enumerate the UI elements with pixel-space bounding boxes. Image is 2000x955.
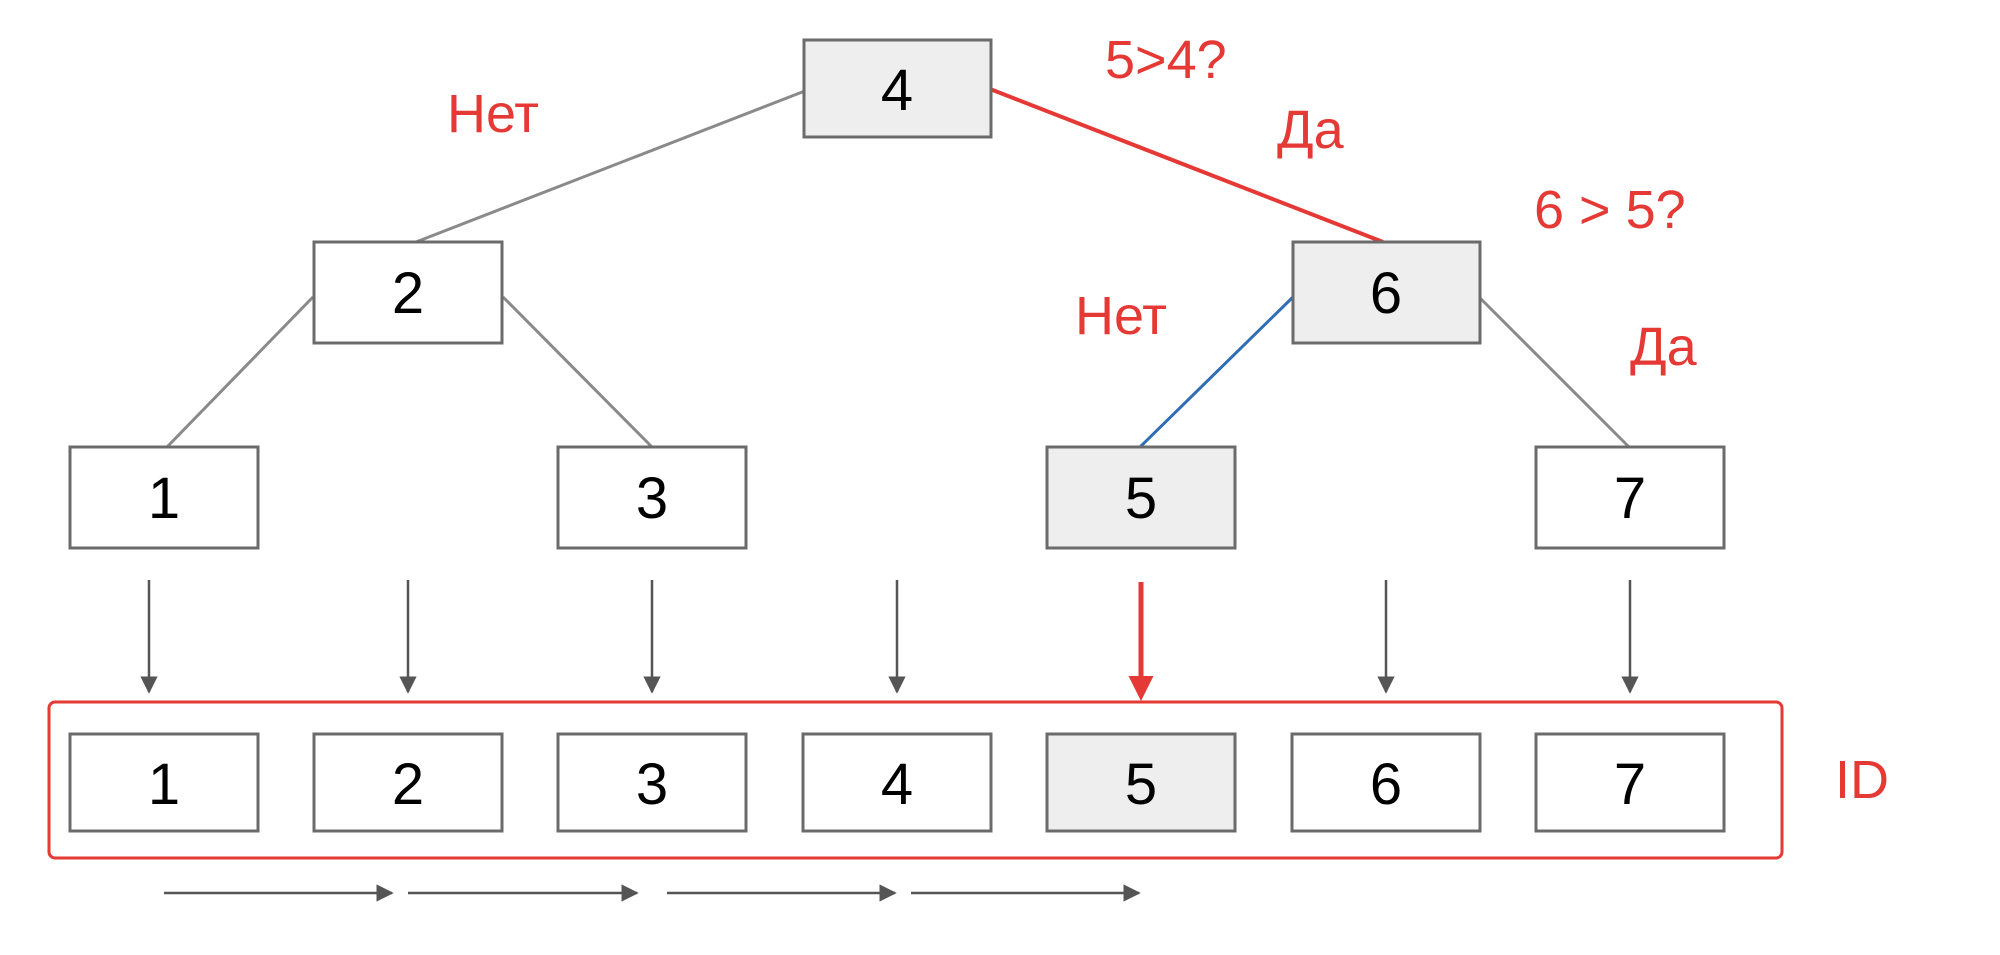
id-cell-1-label: 1 [148,752,180,817]
id-cell-5-highlighted: 5 [1045,732,1237,833]
node6-left-answer: Нет [1075,286,1167,346]
tree-node-root: 4 [802,38,993,139]
tree-node-6-label: 6 [1370,261,1402,326]
edge-6-5-search-path [1138,295,1295,449]
node6-right-answer: Да [1630,317,1698,377]
tree-node-6: 6 [1291,240,1482,345]
id-cell-3-label: 3 [636,752,668,817]
tree-node-2: 2 [312,240,504,345]
edge-6-7 [1477,295,1631,449]
id-cell-2: 2 [312,732,504,833]
tree-leaf-1-label: 1 [148,466,180,531]
edge-2-3 [501,295,654,449]
id-cell-4: 4 [801,732,993,833]
root-left-answer: Нет [447,84,539,144]
id-cell-3: 3 [556,732,748,833]
id-cell-1: 1 [68,732,260,833]
tree-leaf-7-label: 7 [1614,466,1646,531]
tree-leaf-5-label: 5 [1125,466,1157,531]
root-question: 5>4? [1105,30,1227,90]
id-cell-4-label: 4 [881,752,913,817]
id-cell-7-label: 7 [1614,752,1646,817]
id-array-label: ID [1835,750,1889,810]
edge-4-6-search-path [989,87,1384,244]
id-cell-5-label: 5 [1125,752,1157,817]
tree-node-2-label: 2 [392,261,424,326]
tree-node-root-label: 4 [881,58,913,123]
id-array-frame [47,700,1784,860]
node6-question: 6 > 5? [1534,180,1686,240]
edge-4-2 [415,87,811,244]
tree-leaf-5: 5 [1045,445,1237,550]
edge-2-1 [165,295,315,449]
tree-leaf-7: 7 [1534,445,1726,550]
root-right-answer: Да [1277,100,1345,160]
tree-leaf-3: 3 [556,445,748,550]
id-cell-6: 6 [1290,732,1482,833]
tree-leaf-1: 1 [68,445,260,550]
id-cell-6-label: 6 [1370,752,1402,817]
id-cell-7: 7 [1534,732,1726,833]
tree-leaf-3-label: 3 [636,466,668,531]
id-cell-2-label: 2 [392,752,424,817]
